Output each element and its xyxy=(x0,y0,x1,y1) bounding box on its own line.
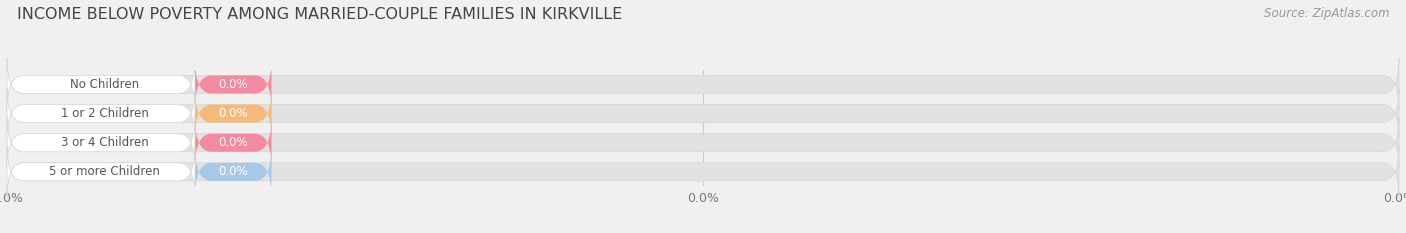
Text: 0.0%: 0.0% xyxy=(218,107,247,120)
FancyBboxPatch shape xyxy=(7,88,1399,140)
Text: 5 or more Children: 5 or more Children xyxy=(49,165,160,178)
FancyBboxPatch shape xyxy=(7,146,195,198)
Text: 3 or 4 Children: 3 or 4 Children xyxy=(60,136,149,149)
FancyBboxPatch shape xyxy=(195,117,271,169)
FancyBboxPatch shape xyxy=(7,88,195,140)
FancyBboxPatch shape xyxy=(195,58,271,110)
FancyBboxPatch shape xyxy=(195,88,271,140)
Text: INCOME BELOW POVERTY AMONG MARRIED-COUPLE FAMILIES IN KIRKVILLE: INCOME BELOW POVERTY AMONG MARRIED-COUPL… xyxy=(17,7,621,22)
Text: No Children: No Children xyxy=(70,78,139,91)
Text: 0.0%: 0.0% xyxy=(218,78,247,91)
FancyBboxPatch shape xyxy=(195,146,271,198)
Text: 1 or 2 Children: 1 or 2 Children xyxy=(60,107,149,120)
Text: 0.0%: 0.0% xyxy=(218,136,247,149)
FancyBboxPatch shape xyxy=(7,117,195,169)
FancyBboxPatch shape xyxy=(7,58,1399,110)
Text: Source: ZipAtlas.com: Source: ZipAtlas.com xyxy=(1264,7,1389,20)
Text: 0.0%: 0.0% xyxy=(218,165,247,178)
FancyBboxPatch shape xyxy=(7,117,1399,169)
FancyBboxPatch shape xyxy=(7,146,1399,198)
FancyBboxPatch shape xyxy=(7,58,195,110)
